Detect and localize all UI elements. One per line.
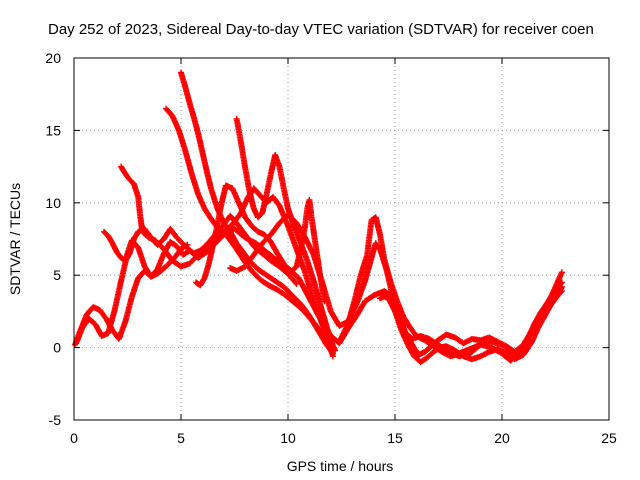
series-markers: [377, 283, 565, 358]
axis-ticks: 0 5 10 15 20 25 -5 0 5 10 15 20: [45, 50, 617, 446]
y-tick-label: 10: [45, 195, 61, 211]
y-tick-label: 15: [45, 122, 61, 138]
x-tick-label: 0: [70, 430, 78, 446]
series-track-12: [377, 283, 565, 358]
chart-title: Day 252 of 2023, Sidereal Day-to-day VTE…: [48, 21, 594, 38]
x-tick-label: 15: [387, 430, 403, 446]
x-tick-label: 25: [601, 430, 617, 446]
series-track-07: [193, 182, 328, 305]
series-markers: [233, 115, 339, 354]
x-tick-label: 5: [177, 430, 185, 446]
y-tick-label: 0: [53, 340, 61, 356]
x-tick-label: 10: [280, 430, 296, 446]
y-tick-label: 20: [45, 50, 61, 66]
plot-frame: [73, 57, 610, 421]
x-tick-label: 20: [494, 430, 510, 446]
data-series-group: [72, 69, 565, 366]
y-axis-label: SDTVAR / TECUs: [7, 183, 23, 295]
y-tick-label: -5: [49, 412, 62, 428]
series-track-08: [233, 115, 339, 354]
x-axis-label: GPS time / hours: [287, 458, 394, 474]
y-tick-label: 5: [53, 267, 61, 283]
